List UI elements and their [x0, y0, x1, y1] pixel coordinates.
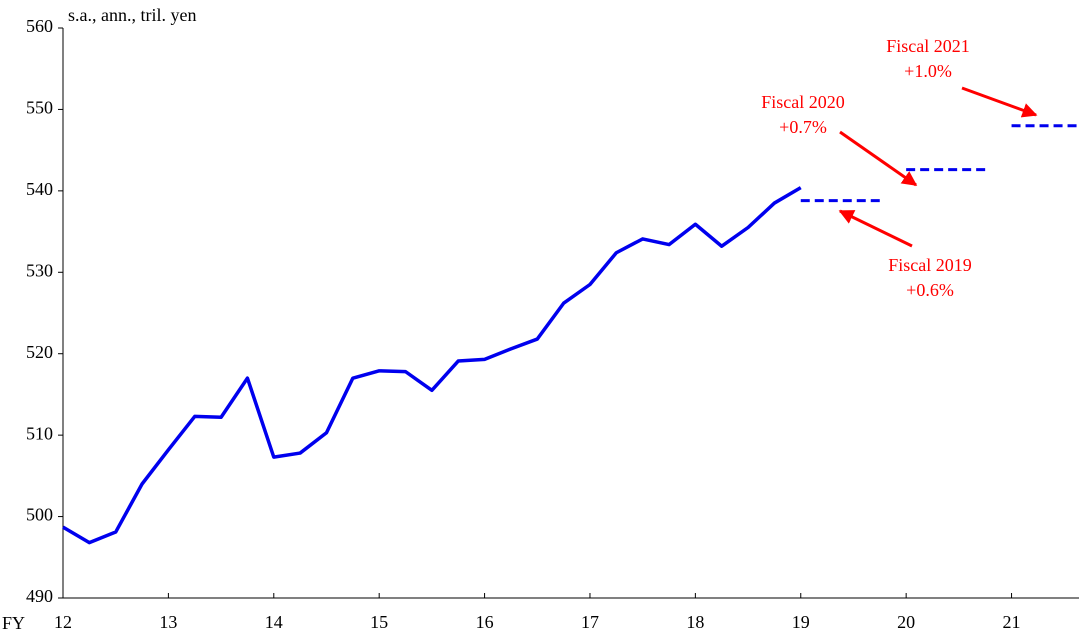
y-tick-label: 550 [26, 98, 53, 118]
annotation: Fiscal 2019 [888, 255, 972, 275]
arrow [838, 209, 913, 248]
y-tick-label: 500 [26, 505, 53, 525]
annotation: +0.6% [906, 280, 954, 300]
y-tick-label: 520 [26, 342, 53, 362]
arrow [961, 86, 1038, 118]
arrows [838, 86, 1038, 248]
x-tick-label: 12 [54, 612, 72, 632]
annotation: Fiscal 2020 [761, 92, 845, 112]
annotation: +0.7% [779, 117, 827, 137]
x-tick-label: 15 [370, 612, 388, 632]
y-tick-label: 540 [26, 179, 53, 199]
x-tick-label: 13 [159, 612, 177, 632]
line [62, 186, 802, 545]
y-tick-label: 490 [26, 586, 53, 606]
x-tick-label: 20 [897, 612, 915, 632]
x-axis-label: FY [2, 613, 25, 633]
x-tick-label: 16 [476, 612, 494, 632]
x-tick-label: 14 [265, 612, 283, 632]
y-tick-label: 510 [26, 423, 53, 443]
x-tick-label: 19 [792, 612, 810, 632]
annotation: Fiscal 2021 [886, 36, 970, 56]
y-tick-label: 560 [26, 16, 53, 36]
y-axis-label: s.a., ann., tril. yen [68, 5, 196, 25]
x-tick-label: 21 [1003, 612, 1021, 632]
x-tick-label: 17 [581, 612, 599, 632]
annotation: +1.0% [904, 61, 952, 81]
y-tick-label: 530 [26, 260, 53, 280]
arrow [839, 130, 918, 187]
x-tick-label: 18 [686, 612, 704, 632]
